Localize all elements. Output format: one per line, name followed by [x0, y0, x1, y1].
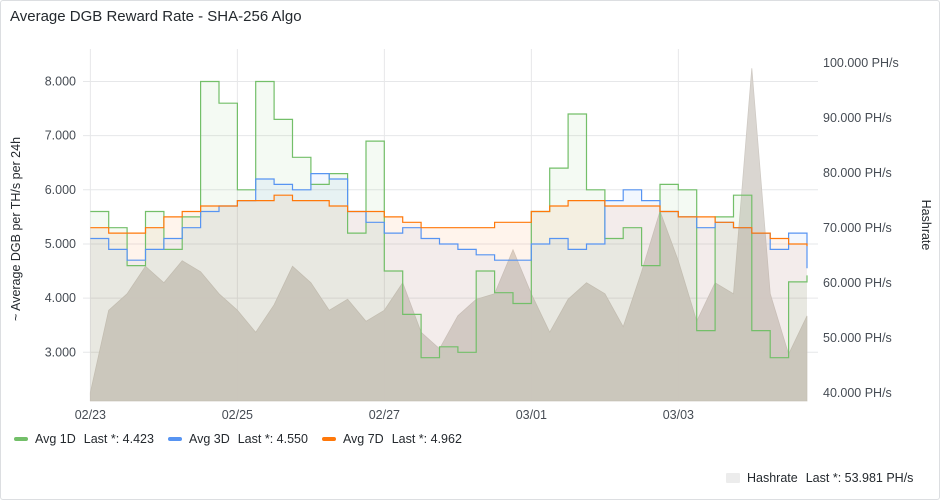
- y-tick-label: 6.000: [45, 183, 76, 197]
- series-avg-3d-fill: [90, 173, 808, 401]
- legend-swatch-avg-7d: [321, 437, 336, 441]
- legend-label-avg-3d: Avg 3D: [188, 432, 230, 446]
- legend-bottom: Hashrate Last *: 53.981 PH/s: [726, 471, 913, 485]
- legend-swatch-hashrate: [726, 473, 740, 483]
- legend-stat-hashrate: Last *: 53.981 PH/s: [805, 471, 914, 485]
- y-axis-right: 40.000 PH/s 50.000 PH/s 60.000 PH/s 70.000 …: [823, 56, 899, 400]
- series-avg-1d-fill: [90, 81, 808, 401]
- y-axis-title: ~ Average DGB per TH/s per 24h: [9, 137, 23, 321]
- y2-tick-label: 60.000 PH/s: [823, 276, 892, 290]
- legend-label-hashrate: Hashrate: [747, 471, 798, 485]
- series-fills: [90, 81, 808, 401]
- x-tick-label: 03/01: [516, 408, 547, 422]
- y2-tick-label: 80.000 PH/s: [823, 166, 892, 180]
- y2-tick-label: 100.000 PH/s: [823, 56, 899, 70]
- y2-axis-title: Hashrate: [919, 200, 933, 251]
- y2-tick-label: 40.000 PH/s: [823, 386, 892, 400]
- legend-stat-avg-1d: Last *: 4.423: [83, 432, 154, 446]
- series-avg-7d-line: [90, 194, 808, 247]
- y-tick-label: 7.000: [45, 129, 76, 143]
- series-avg-3d-line: [90, 173, 808, 269]
- y2-tick-label: 50.000 PH/s: [823, 331, 892, 345]
- x-axis: 02/23 02/25 02/27 03/01 03/03: [75, 408, 694, 422]
- legend-swatch-avg-1d: [14, 437, 28, 441]
- series-avg-7d-fill: [90, 195, 808, 401]
- x-tick-label: 02/23: [75, 408, 106, 422]
- legend-item-avg-1d[interactable]: Avg 1D Last *: 4.423: [14, 432, 154, 446]
- series-lines: [90, 80, 808, 359]
- legend-label-avg-1d: Avg 1D: [35, 432, 76, 446]
- x-tick-label: 03/03: [663, 408, 694, 422]
- legend-item-avg-7d[interactable]: Avg 7D Last *: 4.962: [321, 432, 462, 446]
- y-tick-label: 8.000: [45, 74, 76, 88]
- panel-title: Average DGB Reward Rate - SHA-256 Algo: [10, 8, 302, 25]
- legend-item-avg-3d[interactable]: Avg 3D Last *: 4.550: [167, 432, 308, 446]
- x-tick-label: 02/25: [222, 408, 253, 422]
- y-tick-label: 4.000: [45, 291, 76, 305]
- legend-label-avg-7d: Avg 7D: [342, 432, 384, 446]
- chart-svg: 3.000 4.000 5.000 6.000 7.000 8.000 40.000 PH…: [9, 49, 933, 422]
- legend-stat-avg-7d: Last *: 4.962: [391, 432, 462, 446]
- y-axis-left: 3.000 4.000 5.000 6.000 7.000 8.000: [45, 74, 76, 359]
- legend-item-hashrate[interactable]: Hashrate Last *: 53.981 PH/s: [726, 471, 913, 485]
- y2-tick-label: 90.000 PH/s: [823, 111, 892, 125]
- y-tick-label: 5.000: [45, 237, 76, 251]
- x-tick-label: 02/27: [369, 408, 400, 422]
- legend-top: Avg 1D Last *: 4.423 Avg 3D Last *: 4.55…: [14, 432, 476, 446]
- series-avg-1d-line: [90, 80, 808, 359]
- legend-swatch-avg-3d: [167, 437, 182, 441]
- y-tick-label: 3.000: [45, 345, 76, 359]
- y2-tick-label: 70.000 PH/s: [823, 221, 892, 235]
- legend-stat-avg-3d: Last *: 4.550: [237, 432, 308, 446]
